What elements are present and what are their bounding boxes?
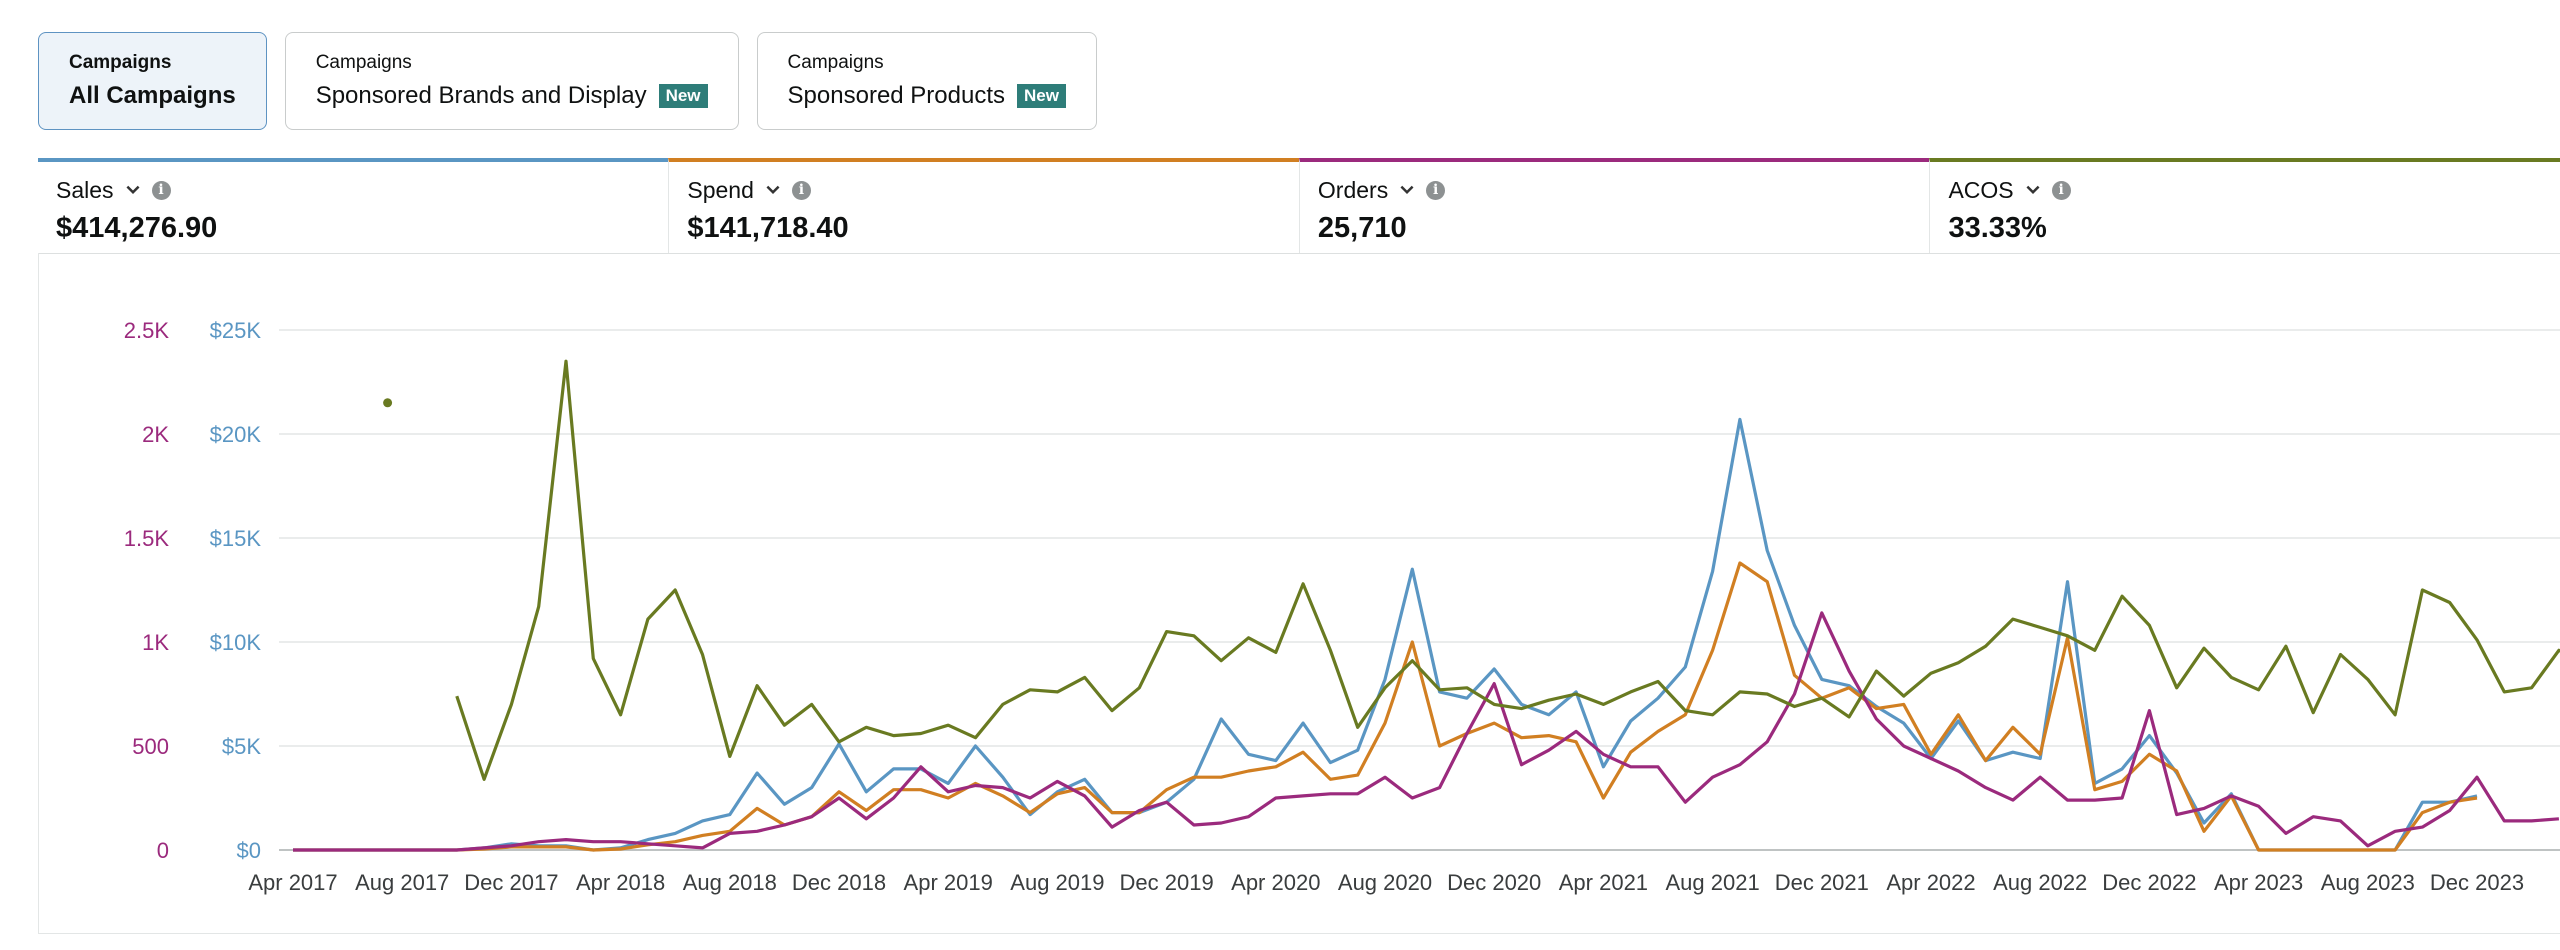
tab-all-campaigns[interactable]: Campaigns All Campaigns [38, 32, 267, 130]
new-badge: New [658, 84, 708, 108]
tab-sponsored-products[interactable]: Campaigns Sponsored Products New [756, 32, 1097, 130]
metric-sales: Sales i $414,276.90 [38, 158, 669, 253]
metric-value: $414,276.90 [56, 212, 218, 244]
x-tick-label: Apr 2018 [576, 870, 665, 895]
metric-spend: Spend i $141,718.40 [668, 158, 1299, 253]
y-tick-label-dollars: $15K [210, 526, 262, 551]
chevron-down-icon[interactable] [1398, 181, 1416, 199]
x-tick-label: Aug 2019 [1010, 870, 1104, 895]
tab-small-label: Campaigns [787, 52, 884, 73]
info-icon[interactable]: i [791, 180, 811, 200]
x-tick-label: Apr 2017 [248, 870, 337, 895]
metric-value: $141,718.40 [687, 212, 849, 244]
x-tick-label: Aug 2018 [683, 870, 777, 895]
tab-main-label: Sponsored Brands and Display [315, 82, 647, 109]
chevron-down-icon[interactable] [764, 181, 782, 199]
x-tick-label: Dec 2021 [1775, 870, 1869, 895]
tab-small-label: Campaigns [315, 52, 412, 73]
y-tick-label-orders: 0 [157, 838, 169, 863]
y-tick-label-dollars: $0 [237, 838, 261, 863]
info-icon[interactable]: i [1426, 180, 1446, 200]
y-tick-label-dollars: $20K [210, 422, 262, 447]
x-tick-label: Dec 2017 [464, 870, 558, 895]
metric-value: 25,710 [1317, 212, 1407, 244]
x-tick-label: Apr 2023 [2214, 870, 2303, 895]
y-tick-label-orders: 500 [132, 734, 169, 759]
x-tick-label: Aug 2020 [1338, 870, 1432, 895]
x-tick-label: Dec 2023 [2430, 870, 2524, 895]
y-tick-label-dollars: $10K [210, 630, 262, 655]
y-tick-label-orders: 2.5K [124, 318, 170, 343]
metric-acos: ACOS i 33.33% [1929, 158, 2560, 253]
chevron-down-icon[interactable] [2024, 181, 2042, 199]
tab-sponsored-brands-display[interactable]: Campaigns Sponsored Brands and Display N… [284, 32, 739, 130]
x-tick-label: Apr 2019 [904, 870, 993, 895]
y-tick-label-orders: 1.5K [124, 526, 170, 551]
chevron-down-icon[interactable] [124, 181, 142, 199]
tab-main-label: Sponsored Products [787, 82, 1006, 109]
metric-bar: Sales i $414,276.90 Spend i $141,718.40 … [38, 158, 2560, 254]
line-chart: 0 $0 500 $5K 1K $10K 1.5K $15K 2K $20K 2.5K $25K Apr… [124, 318, 2560, 895]
x-tick-label: Dec 2018 [792, 870, 886, 895]
y-tick-label-dollars: $5K [222, 734, 261, 759]
performance-chart: 0 $0 500 $5K 1K $10K 1.5K $15K 2K $20K 2.5K $25K Apr… [38, 253, 2560, 934]
metric-label: ACOS [1948, 176, 2014, 203]
y-tick-label-orders: 2K [142, 422, 169, 447]
y-tick-label-dollars: $25K [210, 318, 262, 343]
x-tick-label: Aug 2023 [2321, 870, 2415, 895]
x-tick-label: Apr 2021 [1559, 870, 1648, 895]
metric-label: Spend [687, 176, 754, 203]
metric-value: 33.33% [1948, 212, 2047, 244]
y-tick-label-orders: 1K [142, 630, 169, 655]
x-tick-label: Dec 2022 [2102, 870, 2196, 895]
tab-main-label: All Campaigns [69, 82, 236, 109]
spend-series-line [293, 561, 2478, 852]
x-tick-label: Dec 2019 [1120, 870, 1214, 895]
metric-label: Sales [56, 176, 114, 203]
new-badge: New [1017, 84, 1066, 108]
x-tick-label: Apr 2020 [1231, 870, 1320, 895]
x-tick-label: Aug 2021 [1665, 870, 1759, 895]
x-tick-label: Aug 2017 [355, 870, 449, 895]
campaign-tabs: Campaigns All Campaigns Campaigns Sponso… [38, 32, 1097, 130]
tab-small-label: Campaigns [69, 52, 172, 73]
x-tick-label: Apr 2022 [1886, 870, 1975, 895]
x-tick-label: Dec 2020 [1447, 870, 1541, 895]
x-tick-label: Aug 2022 [1993, 870, 2087, 895]
orders-series-line [293, 611, 2560, 852]
info-icon[interactable]: i [151, 180, 171, 200]
info-icon[interactable]: i [2051, 180, 2071, 200]
metric-orders: Orders i 25,710 [1298, 158, 1930, 253]
metric-label: Orders [1317, 176, 1389, 203]
sales-series-line [293, 417, 2478, 852]
acos-series-line [455, 359, 2560, 781]
acos-isolated-point [383, 398, 393, 408]
